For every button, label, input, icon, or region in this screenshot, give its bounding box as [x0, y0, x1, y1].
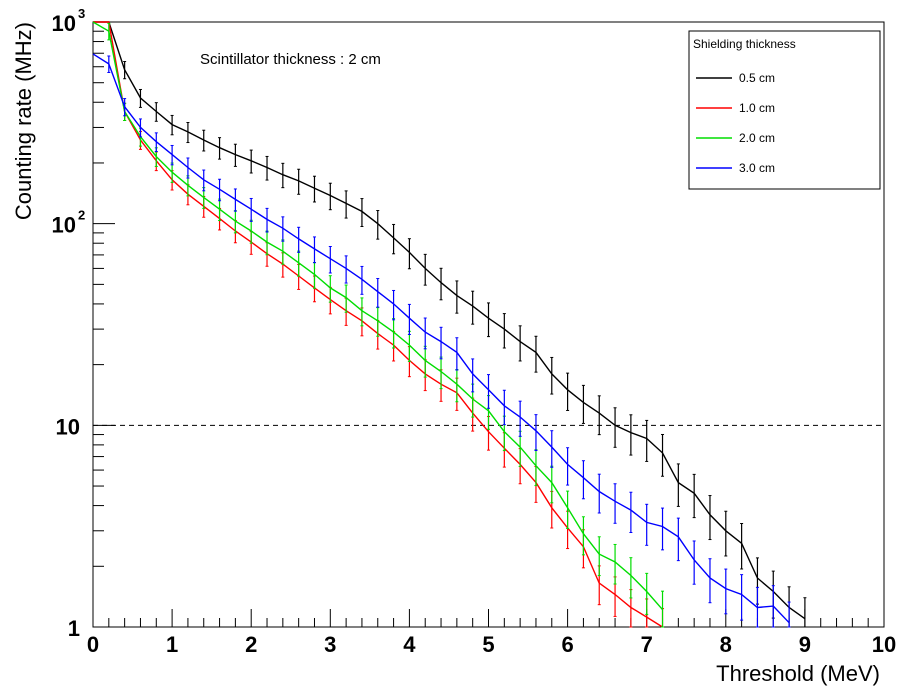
legend-title: Shielding thickness: [693, 37, 796, 51]
legend-entries: 0.5 cm 1.0 cm 2.0 cm 3.0 cm: [696, 71, 775, 175]
legend-entry: 1.0 cm: [696, 101, 775, 115]
y-tick-base: 10: [52, 213, 76, 238]
x-tick-label: 7: [641, 632, 653, 657]
legend-label: 2.0 cm: [739, 131, 775, 145]
y-tick-base: 10: [56, 414, 80, 439]
x-tick-label: 2: [245, 632, 257, 657]
y-tick-label: 1: [68, 616, 80, 641]
legend-entry: 3.0 cm: [696, 161, 775, 175]
minor-ticks: [93, 30, 869, 627]
series-2-0-cm: [92, 21, 665, 628]
y-tick-exponent: 3: [78, 6, 85, 21]
legend-entry: 0.5 cm: [696, 71, 775, 85]
x-tick-label: 1: [166, 632, 178, 657]
series-1-0-cm: [93, 21, 665, 628]
annotation-scintillator: Scintillator thickness : 2 cm: [200, 51, 381, 68]
legend-box: [688, 30, 881, 190]
legend: Shielding thickness 0.5 cm 1.0 cm 2.0 cm 3.…: [688, 30, 881, 190]
x-tick-label: 8: [720, 632, 732, 657]
series-group: [92, 21, 807, 628]
y-tick-label: 10: [56, 414, 80, 439]
y-tick-label: 10 2: [52, 208, 86, 238]
x-tick-label: 10: [872, 632, 896, 657]
x-tick-label: 4: [403, 632, 416, 657]
y-tick-label: 10 3: [52, 6, 86, 36]
y-axis-title: Counting rate (MHz): [11, 22, 36, 220]
y-tick-base: 1: [68, 616, 80, 641]
x-tick-label: 3: [324, 632, 336, 657]
series-line: [93, 21, 806, 620]
x-tick-label: 5: [482, 632, 494, 657]
legend-entry: 2.0 cm: [696, 131, 775, 145]
x-tick-labels: 0 1 2 3 4 5 6 7 8 9 10: [87, 632, 896, 657]
legend-label: 3.0 cm: [739, 161, 775, 175]
x-tick-label: 0: [87, 632, 99, 657]
x-tick-label: 9: [799, 632, 811, 657]
x-axis-title: Threshold (MeV): [716, 661, 880, 686]
legend-label: 1.0 cm: [739, 101, 775, 115]
x-tick-label: 6: [561, 632, 573, 657]
series-3-0-cm: [92, 53, 791, 628]
y-tick-exponent: 2: [78, 208, 85, 223]
y-tick-base: 10: [52, 11, 76, 36]
legend-label: 0.5 cm: [739, 71, 775, 85]
